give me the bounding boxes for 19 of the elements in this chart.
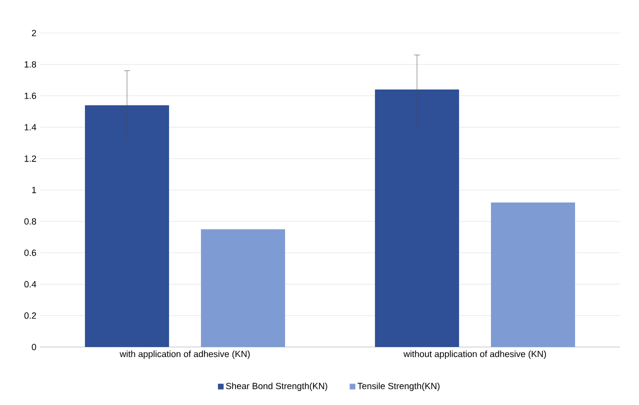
y-tick-label: 0: [32, 344, 36, 350]
y-tick-label: 1.8: [24, 61, 36, 68]
y-tick-label: 1.2: [24, 155, 36, 162]
bar: [84, 105, 170, 347]
y-tick-label: 0.2: [24, 312, 36, 319]
y-tick-label: 1.4: [24, 124, 36, 130]
y-tick-label: 0.6: [24, 250, 36, 256]
bar: [200, 229, 286, 347]
y-tick-label: 0.8: [24, 218, 36, 225]
bar: [374, 90, 460, 347]
legend-label: Tensile Strength(KN): [358, 382, 440, 391]
x-tick-label: with application of adhesive (KN): [120, 350, 250, 359]
y-tick-label: 1.6: [24, 92, 36, 99]
y-tick-label: 1: [32, 186, 36, 194]
x-tick-label: without application of adhesive (KN): [403, 350, 546, 359]
bar: [490, 202, 576, 347]
y-tick-label: 0.4: [24, 281, 36, 288]
legend-label: Shear Bond Strength(KN): [226, 382, 328, 391]
y-tick-label: 2: [32, 30, 36, 36]
